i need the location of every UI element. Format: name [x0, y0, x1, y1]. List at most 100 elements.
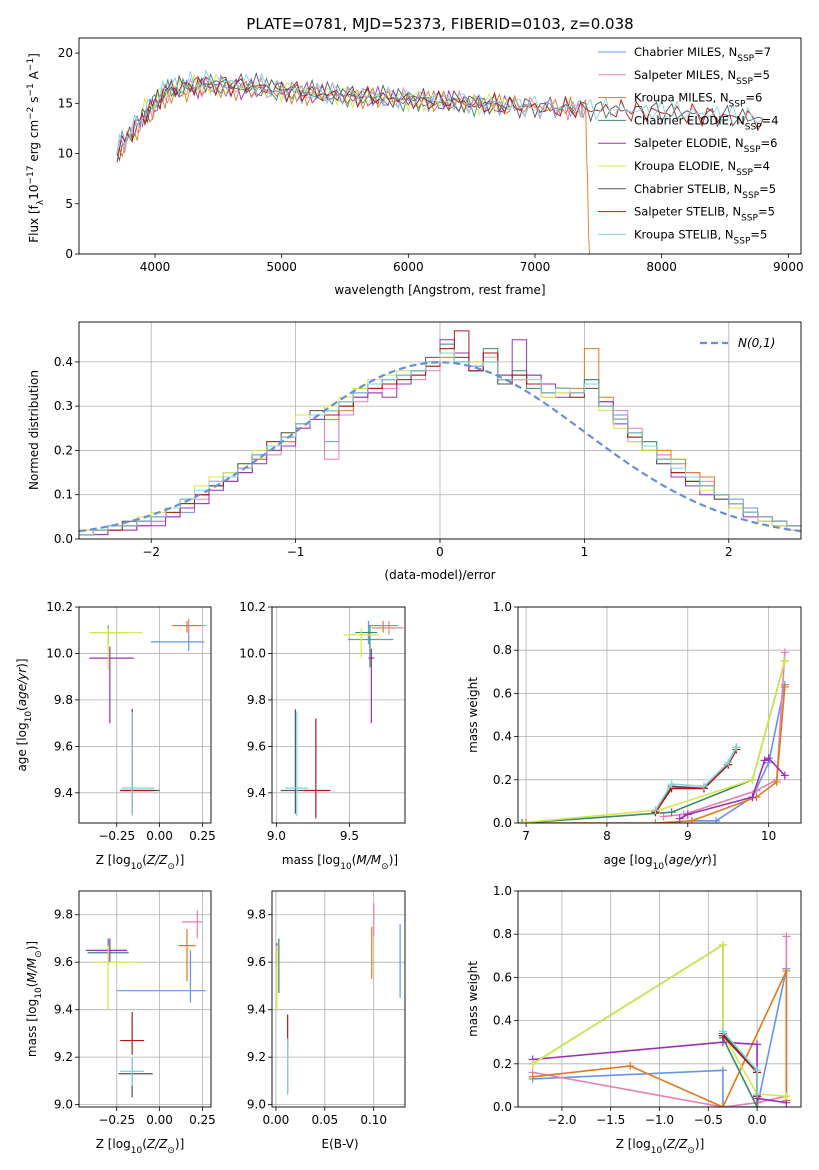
mass-vs-Z-chart: −0.25 0.00 0.25 9.0 9.2 9.4 9.6 9.8 [54, 890, 216, 1127]
legend-label: Kroupa MILES, NSSP=6 [634, 91, 762, 110]
y-tick-label: 0.6 [493, 970, 512, 984]
x-tick-label: 0.00 [146, 829, 173, 843]
y-tick-label: 9.4 [54, 1003, 73, 1017]
weight-marker [753, 1090, 762, 1099]
x-tick-label: 0.10 [360, 1113, 387, 1127]
y-axis-label: Normed distribution [27, 370, 41, 490]
legend-label: Kroupa STELIB, NSSP=5 [634, 227, 767, 246]
x-tick-label: −2.0 [547, 1113, 576, 1127]
x-tick-label: 0 [436, 545, 444, 559]
x-tick-label: −1.0 [645, 1113, 674, 1127]
y-tick-label: 9.8 [247, 693, 266, 707]
y-tick-label: 5 [65, 197, 73, 211]
weight-marker [764, 754, 773, 763]
y-tick-label: 9.4 [247, 786, 266, 800]
y-tick-label: 0.4 [54, 355, 73, 369]
x-tick-label: 0.25 [189, 1113, 216, 1127]
y-tick-label: 0.0 [54, 532, 73, 546]
legend-label: N(0,1) [738, 336, 775, 350]
weight-marker [518, 819, 527, 823]
weight-marker [760, 756, 769, 765]
x-axis-label: E(B-V) [321, 1137, 358, 1151]
axes-frame [78, 37, 802, 255]
weight-marker [748, 775, 757, 784]
spectrum-series [116, 69, 764, 154]
weight-marker [659, 812, 668, 821]
y-tick-label: 10.2 [46, 600, 73, 614]
mass-weight-vs-age-chart: 7 8 9 10 0.0 0.2 0.4 0.6 0.8 1.0 [493, 600, 802, 843]
plot-area [280, 620, 404, 819]
weight-marker [753, 1040, 762, 1049]
weight-marker [667, 780, 676, 789]
x-tick-label: 8000 [646, 260, 677, 274]
x-tick-label: 9 [684, 829, 692, 843]
x-tick-label: −0.25 [98, 829, 135, 843]
x-tick-label: 1 [581, 545, 589, 559]
y-tick-label: 1.0 [493, 884, 512, 898]
weight-marker [718, 1027, 727, 1036]
y-tick-label: 9.4 [247, 1003, 266, 1017]
x-tick-label: −0.5 [694, 1113, 723, 1127]
plot-area [85, 909, 206, 1098]
y-tick-label: 0.1 [54, 488, 73, 502]
x-tick-label: 8 [603, 829, 611, 843]
age-vs-mass-chart: 9.0 9.5 9.4 9.6 9.8 10.0 10.2 [239, 600, 406, 843]
weight-marker [753, 1103, 762, 1107]
legend-label: Salpeter STELIB, NSSP=5 [634, 205, 775, 224]
weight-marker [772, 777, 781, 786]
y-tick-label: 0.4 [493, 1014, 512, 1028]
y-tick-label: 9.8 [54, 908, 73, 922]
x-tick-label: 7000 [520, 260, 551, 274]
weight-marker [683, 810, 692, 819]
normal-curve [79, 361, 801, 533]
y-tick-label: 0.6 [493, 686, 512, 700]
weight-series [532, 970, 788, 1107]
y-tick-label: 9.6 [247, 955, 266, 969]
weight-marker [780, 648, 789, 657]
axes-frame [271, 606, 406, 824]
x-axis-label: Z [log10(Z/Z⊙)] [96, 853, 185, 872]
x-axis-label: Z [log10(Z/Z⊙)] [96, 1137, 185, 1156]
y-tick-label: 10.0 [239, 646, 266, 660]
axes-frame [78, 606, 212, 824]
x-tick-label: 5000 [266, 260, 297, 274]
weight-marker [718, 1103, 727, 1107]
y-tick-label: 10.2 [239, 600, 266, 614]
y-tick-label: 0.0 [493, 816, 512, 830]
weight-marker [782, 1092, 791, 1101]
y-tick-label: 20 [58, 46, 73, 60]
y-tick-label: 0.0 [493, 1100, 512, 1114]
y-tick-label: 9.8 [247, 908, 266, 922]
y-axis-label: Flux [fλ10−17 erg cm−2 s−1 A−1] [26, 53, 46, 243]
y-tick-label: 10 [58, 147, 73, 161]
weight-marker [732, 743, 741, 752]
y-axis-label: mass weight [466, 961, 480, 1037]
plot-area [276, 902, 401, 1096]
plot-area [528, 932, 791, 1107]
x-tick-label: 2 [725, 545, 733, 559]
y-tick-label: 9.6 [54, 739, 73, 753]
weight-marker [675, 814, 684, 823]
x-axis-label: mass [log10(M/M⊙)] [282, 853, 398, 872]
legend: Chabrier MILES, NSSP=7 Salpeter MILES, NS… [598, 45, 779, 246]
spectrum-series [141, 76, 511, 128]
legend-label: Salpeter MILES, NSSP=5 [634, 68, 770, 87]
weight-marker [782, 966, 791, 975]
weight-marker [687, 816, 696, 823]
histogram-series [79, 339, 801, 539]
x-axis-label: wavelength [Angstrom, rest frame] [334, 283, 545, 297]
y-tick-label: 0.3 [54, 399, 73, 413]
x-tick-label: 6000 [393, 260, 424, 274]
legend-label: Chabrier STELIB, NSSP=5 [634, 182, 776, 201]
legend-label: Salpeter ELODIE, NSSP=6 [634, 136, 777, 155]
x-tick-label: 9.0 [267, 829, 286, 843]
axes-frame [78, 890, 212, 1108]
x-tick-label: 9.5 [340, 829, 359, 843]
x-axis-label: (data-model)/error [384, 568, 495, 582]
y-tick-label: 0.8 [493, 643, 512, 657]
spectrum-series [141, 73, 511, 116]
x-tick-label: 9000 [773, 260, 804, 274]
age-vs-Z-chart: −0.25 0.00 0.25 9.4 9.6 9.8 10.0 10.2 [46, 600, 216, 843]
x-tick-label: 0.25 [189, 829, 216, 843]
